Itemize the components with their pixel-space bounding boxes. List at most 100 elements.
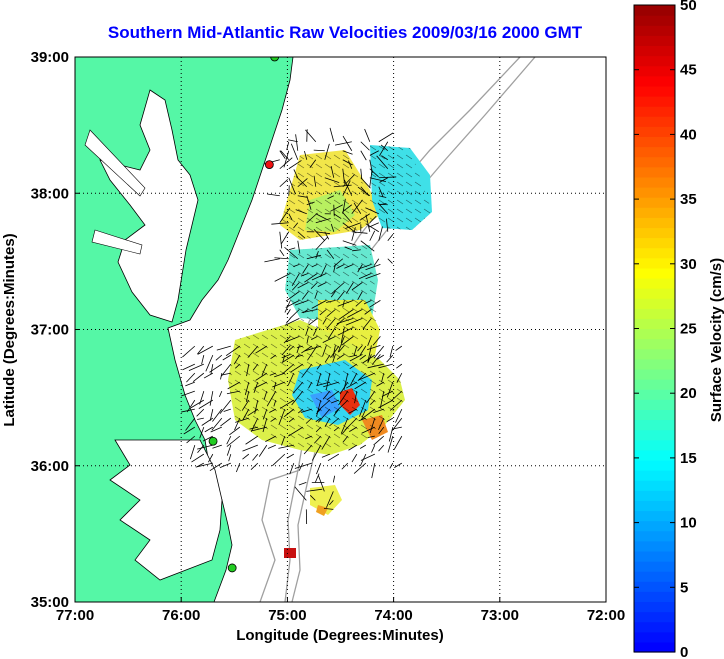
velocity-vector [351, 453, 358, 463]
velocity-vector [324, 143, 330, 160]
velocity-vector [345, 318, 363, 326]
velocity-vector [315, 231, 331, 235]
velocity-vector [295, 176, 308, 188]
velocity-vector [369, 215, 377, 224]
velocity-vector [355, 300, 363, 307]
x-axis-ticks: 77:00 76:00 75:00 74:00 73:00 72:00 [56, 597, 625, 624]
velocity-vector [245, 391, 250, 402]
colorbar-band [634, 95, 675, 107]
velocity-vector [335, 318, 345, 327]
velocity-vector [208, 453, 214, 463]
velocity-vector [342, 150, 353, 155]
velocity-vector [250, 462, 259, 470]
velocity-vector [387, 258, 393, 264]
velocity-vector [359, 444, 367, 449]
velocity-vector [353, 346, 358, 356]
velocity-vector [216, 345, 231, 351]
colorbar-band [634, 25, 675, 36]
colorbar-tick-label: 10 [680, 515, 697, 532]
velocity-vector [325, 373, 331, 390]
bathymetry-contour-3 [259, 469, 301, 602]
velocity-vector [313, 229, 326, 242]
velocity-vector [357, 291, 363, 300]
colorbar-tick-label: 0 [680, 644, 688, 659]
velocity-vector [396, 363, 403, 369]
velocity-vector [291, 390, 304, 406]
colorbar-band [634, 459, 675, 471]
velocity-vector [293, 222, 299, 229]
velocity-vector [222, 354, 232, 361]
colorbar-band [634, 429, 675, 441]
velocity-vector [254, 400, 259, 414]
velocity-vector [294, 486, 307, 501]
velocity-vector [290, 363, 304, 373]
velocity-vector [341, 462, 349, 470]
velocity-vector [348, 160, 353, 169]
colorbar-band [634, 267, 675, 279]
velocity-vector [317, 282, 327, 287]
velocity-vector [316, 381, 330, 387]
velocity-vector [296, 354, 303, 358]
velocity-vector [304, 345, 321, 352]
y-tick-label: 38:00 [31, 185, 69, 202]
colorbar-band [634, 227, 675, 239]
velocity-vector [234, 417, 241, 431]
velocity-vector [361, 408, 367, 418]
velocity-vector [264, 258, 280, 263]
velocity-vector [366, 344, 381, 351]
velocity-vector [349, 354, 357, 358]
velocity-vector [222, 372, 231, 376]
colorbar-band [634, 540, 675, 552]
velocity-vector [186, 372, 196, 383]
colorbar-band [634, 520, 675, 532]
velocity-vector [306, 488, 323, 492]
velocity-vector [192, 372, 205, 382]
velocity-vector [228, 454, 232, 462]
velocity-vector [269, 372, 276, 376]
velocity-vector [254, 381, 267, 389]
velocity-vector [182, 363, 195, 371]
velocity-vector [395, 345, 403, 351]
velocity-vector [337, 336, 345, 353]
velocity-vector [327, 453, 340, 462]
velocity-vector [202, 435, 214, 442]
y-tick-label: 35:00 [31, 594, 69, 611]
x-tick-label: 75:00 [268, 607, 306, 624]
velocity-vector [297, 240, 301, 254]
velocity-vector [351, 199, 363, 214]
velocity-vector [197, 444, 205, 454]
velocity-vector [369, 177, 387, 182]
velocity-vector [311, 264, 318, 268]
velocity-vector [319, 309, 327, 316]
colorbar-tick-label: 5 [680, 579, 688, 596]
velocity-vector [219, 399, 232, 414]
colorbar-tick-label: 35 [680, 191, 697, 208]
velocity-vector [330, 165, 335, 178]
velocity-vector [345, 222, 361, 229]
velocity-vector [386, 381, 394, 398]
velocity-vector [359, 399, 367, 417]
velocity-vector [323, 507, 334, 510]
velocity-vector [376, 381, 385, 387]
velocity-vector [250, 426, 267, 432]
velocity-vector [365, 272, 381, 280]
velocity-vector [395, 408, 403, 423]
velocity-vector [210, 426, 222, 433]
colorbar-band [634, 631, 675, 643]
velocity-vector [301, 291, 309, 300]
velocity-vector [321, 453, 330, 458]
colorbar-band [634, 75, 675, 87]
velocity-vector [201, 417, 214, 426]
velocity-vector [378, 186, 384, 198]
velocity-vector [293, 169, 299, 178]
x-tick-label: 72:00 [587, 607, 625, 624]
velocity-vector [373, 435, 385, 446]
velocity-vector [287, 372, 295, 386]
velocity-vector [288, 177, 296, 195]
velocity-vector [396, 372, 403, 383]
colorbar-band [634, 379, 675, 390]
colorbar-band [634, 136, 675, 148]
colorbar-band [634, 166, 675, 178]
velocity-vector [359, 354, 367, 360]
chart-title: Southern Mid-Atlantic Raw Velocities 200… [108, 23, 583, 42]
